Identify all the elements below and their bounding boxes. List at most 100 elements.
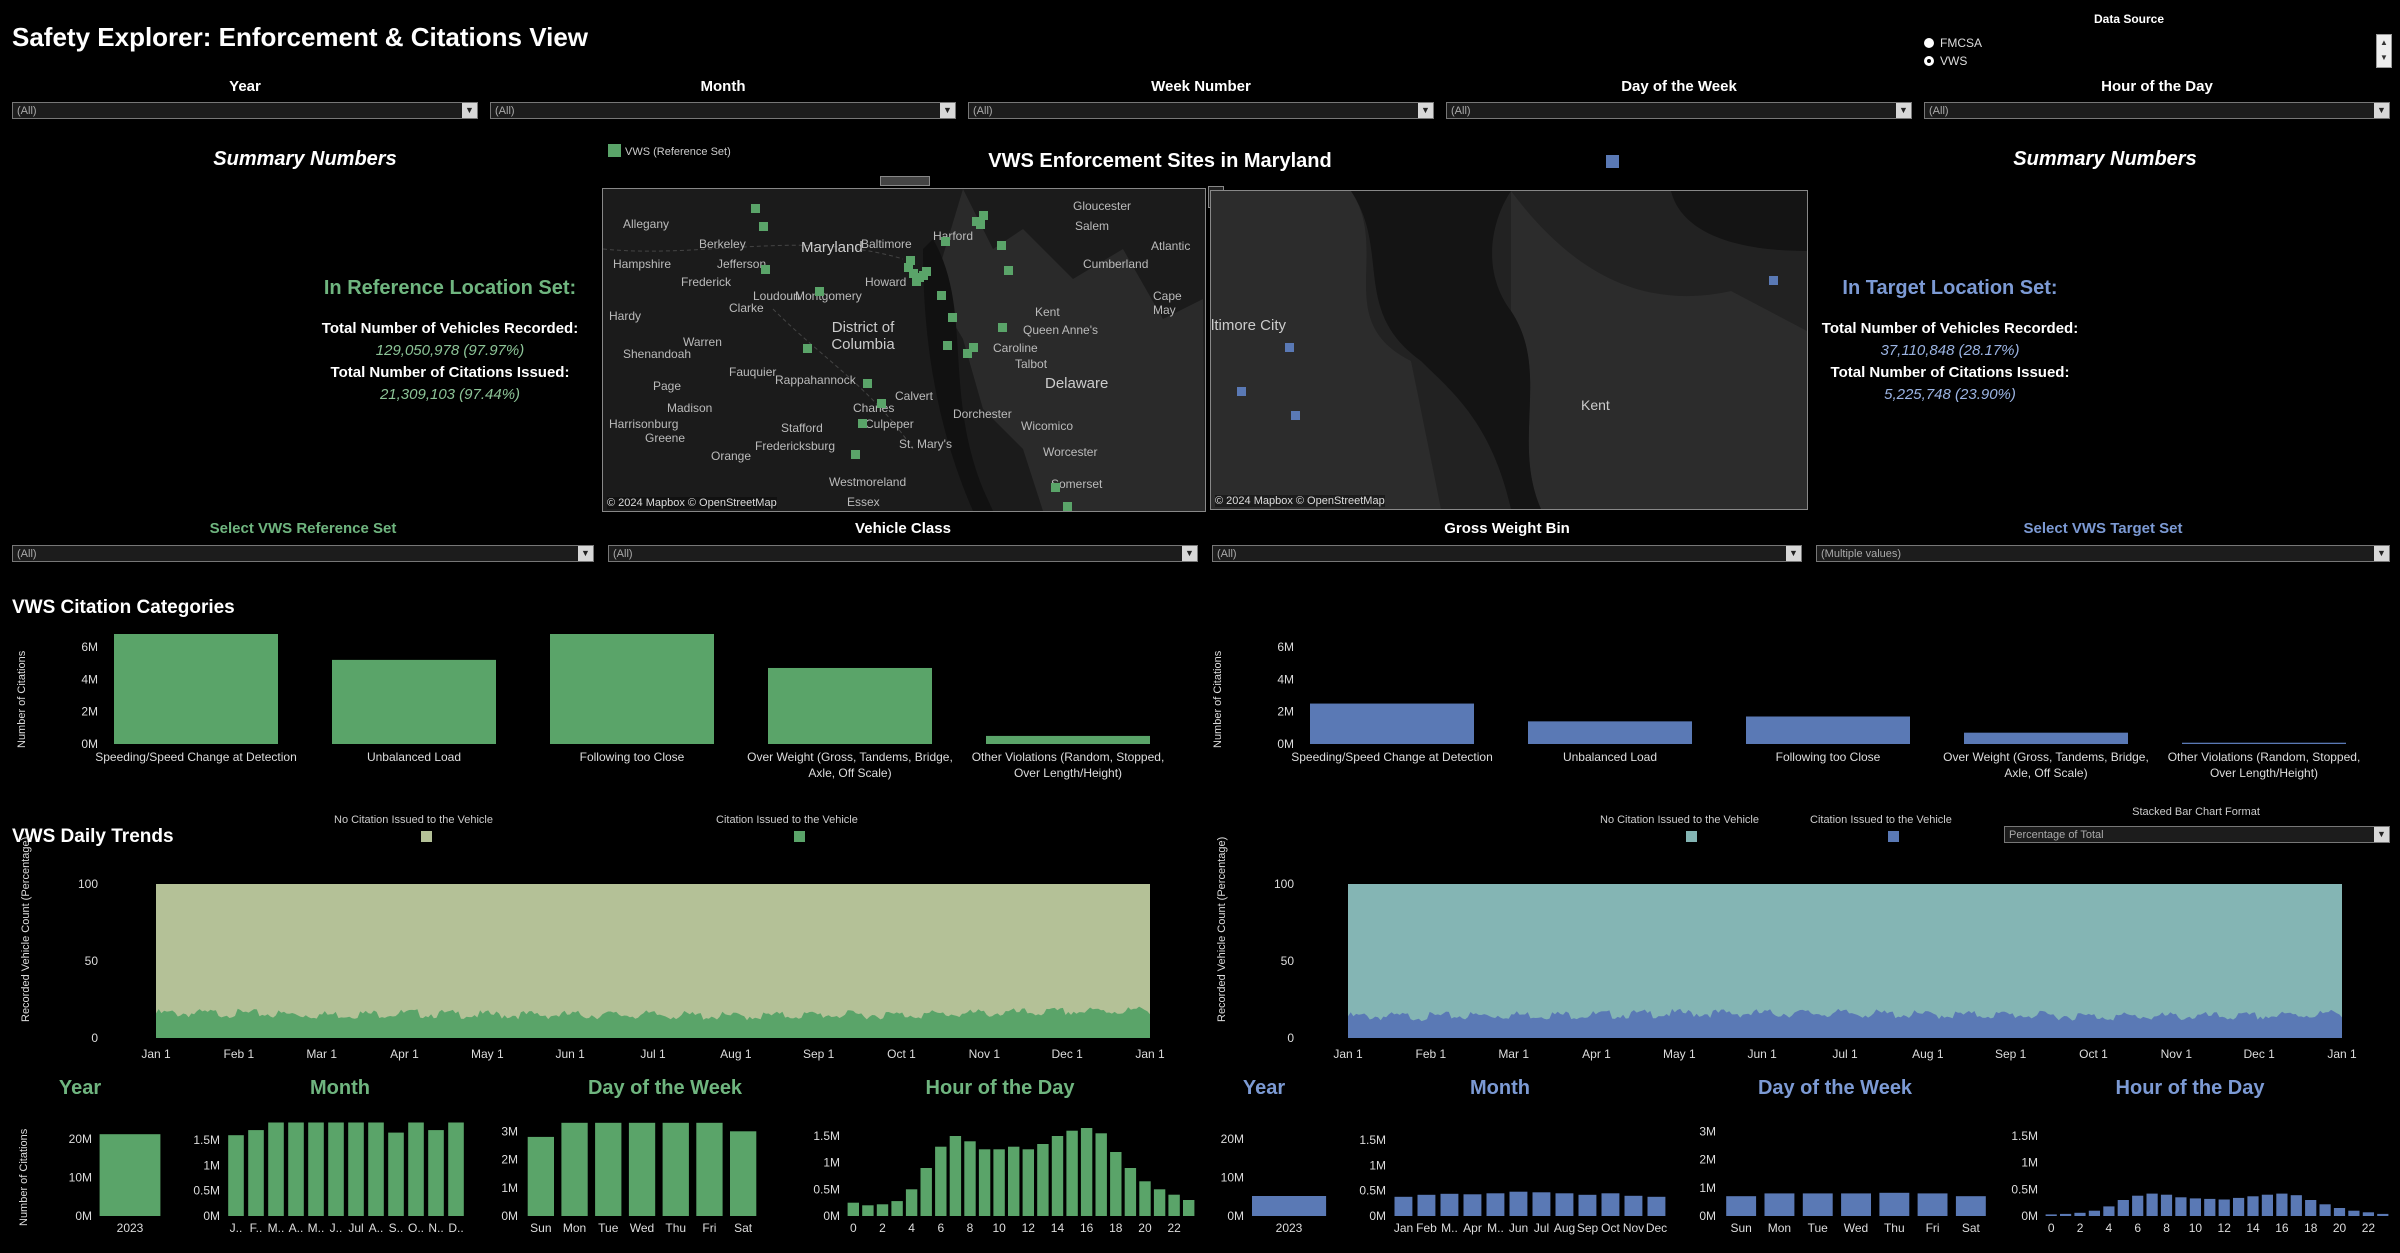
breakdown-bar[interactable] <box>2319 1204 2331 1216</box>
site-marker[interactable] <box>976 220 985 229</box>
breakdown-bar[interactable] <box>1601 1193 1620 1216</box>
breakdown-bar[interactable] <box>1578 1194 1597 1216</box>
site-marker[interactable] <box>1004 266 1013 275</box>
site-marker[interactable] <box>815 287 824 296</box>
breakdown-bar[interactable] <box>2218 1199 2230 1217</box>
category-bar[interactable] <box>332 659 496 744</box>
site-marker[interactable] <box>1051 483 1060 492</box>
breakdown-bar[interactable] <box>1917 1193 1948 1216</box>
breakdown-bar[interactable] <box>408 1122 424 1217</box>
site-marker[interactable] <box>906 256 915 265</box>
breakdown-bar[interactable] <box>2290 1195 2302 1216</box>
breakdown-bar[interactable] <box>1802 1193 1833 1216</box>
breakdown-bar[interactable] <box>2247 1196 2259 1216</box>
breakdown-bar[interactable] <box>662 1122 689 1216</box>
category-bar[interactable] <box>114 634 278 744</box>
filter-dow-dropdown[interactable]: (All) ▼ <box>1446 102 1912 119</box>
category-bar[interactable] <box>1964 732 2128 744</box>
breakdown-bar[interactable] <box>993 1149 1005 1216</box>
site-marker[interactable] <box>803 344 812 353</box>
category-bar[interactable] <box>1528 721 1692 744</box>
filter-ref-set-dropdown[interactable]: (All) ▼ <box>12 545 594 562</box>
site-marker[interactable] <box>997 241 1006 250</box>
breakdown-bar[interactable] <box>388 1132 404 1216</box>
breakdown-bar[interactable] <box>1037 1144 1049 1216</box>
breakdown-bar[interactable] <box>2333 1208 2346 1216</box>
breakdown-bar[interactable] <box>2305 1200 2317 1216</box>
breakdown-bar[interactable] <box>2132 1195 2144 1216</box>
breakdown-bar[interactable] <box>328 1122 344 1217</box>
breakdown-bar[interactable] <box>2204 1198 2216 1216</box>
breakdown-bar[interactable] <box>1022 1149 1034 1216</box>
target-map[interactable]: ltimore City Kent © 2024 Mapbox © OpenStr… <box>1210 190 1808 510</box>
breakdown-bar[interactable] <box>2146 1193 2158 1216</box>
site-marker[interactable] <box>858 419 867 428</box>
scroll-stepper[interactable]: ▲ ▼ <box>2376 34 2392 68</box>
breakdown-bar[interactable] <box>696 1122 723 1216</box>
breakdown-bar[interactable] <box>2276 1193 2288 1216</box>
breakdown-bar[interactable] <box>2060 1213 2072 1216</box>
breakdown-bar[interactable] <box>862 1205 874 1216</box>
filter-month-dropdown[interactable]: (All) ▼ <box>490 102 956 119</box>
breakdown-bar[interactable] <box>1764 1193 1795 1216</box>
site-marker[interactable] <box>751 204 760 213</box>
site-marker[interactable] <box>851 450 860 459</box>
site-marker[interactable] <box>998 323 1007 332</box>
drag-handle[interactable] <box>880 176 930 186</box>
site-marker[interactable] <box>969 343 978 352</box>
site-marker[interactable] <box>877 399 886 408</box>
filter-gross-weight-dropdown[interactable]: (All) ▼ <box>1212 545 1802 562</box>
breakdown-bar[interactable] <box>2045 1214 2057 1216</box>
breakdown-bar[interactable] <box>288 1122 304 1217</box>
breakdown-bar[interactable] <box>1417 1194 1436 1216</box>
stacked-format-dropdown[interactable]: Percentage of Total ▼ <box>2004 826 2390 843</box>
breakdown-bar[interactable] <box>368 1122 384 1217</box>
breakdown-bar[interactable] <box>2160 1194 2173 1216</box>
breakdown-bar[interactable] <box>1509 1191 1528 1216</box>
site-marker[interactable] <box>1285 343 1294 352</box>
breakdown-bar[interactable] <box>2175 1197 2187 1216</box>
filter-week-dropdown[interactable]: (All) ▼ <box>968 102 1434 119</box>
breakdown-bar[interactable] <box>1252 1196 1327 1216</box>
breakdown-bar[interactable] <box>1647 1196 1666 1216</box>
breakdown-bar[interactable] <box>2233 1197 2245 1216</box>
breakdown-bar[interactable] <box>1183 1200 1195 1216</box>
breakdown-bar[interactable] <box>448 1122 464 1217</box>
filter-hour-dropdown[interactable]: (All) ▼ <box>1924 102 2390 119</box>
breakdown-bar[interactable] <box>1008 1146 1020 1216</box>
breakdown-bar[interactable] <box>268 1122 284 1217</box>
category-bar[interactable] <box>1746 716 1910 745</box>
site-marker[interactable] <box>761 265 770 274</box>
breakdown-bar[interactable] <box>730 1131 757 1216</box>
category-bar[interactable] <box>1310 703 1474 744</box>
breakdown-bar[interactable] <box>1841 1193 1871 1216</box>
breakdown-bar[interactable] <box>1168 1194 1180 1216</box>
category-bar[interactable] <box>550 634 714 744</box>
breakdown-bar[interactable] <box>1153 1189 1166 1216</box>
breakdown-bar[interactable] <box>348 1122 364 1217</box>
radio-fmcsa[interactable]: FMCSA <box>1924 36 1982 50</box>
filter-year-dropdown[interactable]: (All) ▼ <box>12 102 478 119</box>
reference-map[interactable]: Gloucester Salem Maryland Baltimore Harford A… <box>602 188 1206 512</box>
breakdown-bar[interactable] <box>2362 1212 2374 1216</box>
breakdown-bar[interactable] <box>1095 1133 1107 1216</box>
breakdown-bar[interactable] <box>1066 1130 1078 1216</box>
breakdown-bar[interactable] <box>1463 1194 1482 1216</box>
breakdown-bar[interactable] <box>595 1122 622 1216</box>
site-marker[interactable] <box>948 313 957 322</box>
site-marker[interactable] <box>863 379 872 388</box>
category-bar[interactable] <box>2182 742 2346 744</box>
breakdown-bar[interactable] <box>1139 1181 1151 1216</box>
breakdown-bar[interactable] <box>628 1122 656 1216</box>
breakdown-bar[interactable] <box>1955 1196 1986 1216</box>
breakdown-bar[interactable] <box>2189 1198 2201 1216</box>
breakdown-bar[interactable] <box>1110 1152 1122 1216</box>
site-marker[interactable] <box>963 349 972 358</box>
radio-vws[interactable]: VWS <box>1924 54 1967 68</box>
site-marker[interactable] <box>1291 411 1300 420</box>
breakdown-bar[interactable] <box>2261 1194 2273 1216</box>
breakdown-bar[interactable] <box>2088 1210 2100 1216</box>
site-marker[interactable] <box>1237 387 1246 396</box>
breakdown-bar[interactable] <box>964 1141 976 1216</box>
breakdown-bar[interactable] <box>920 1168 932 1216</box>
